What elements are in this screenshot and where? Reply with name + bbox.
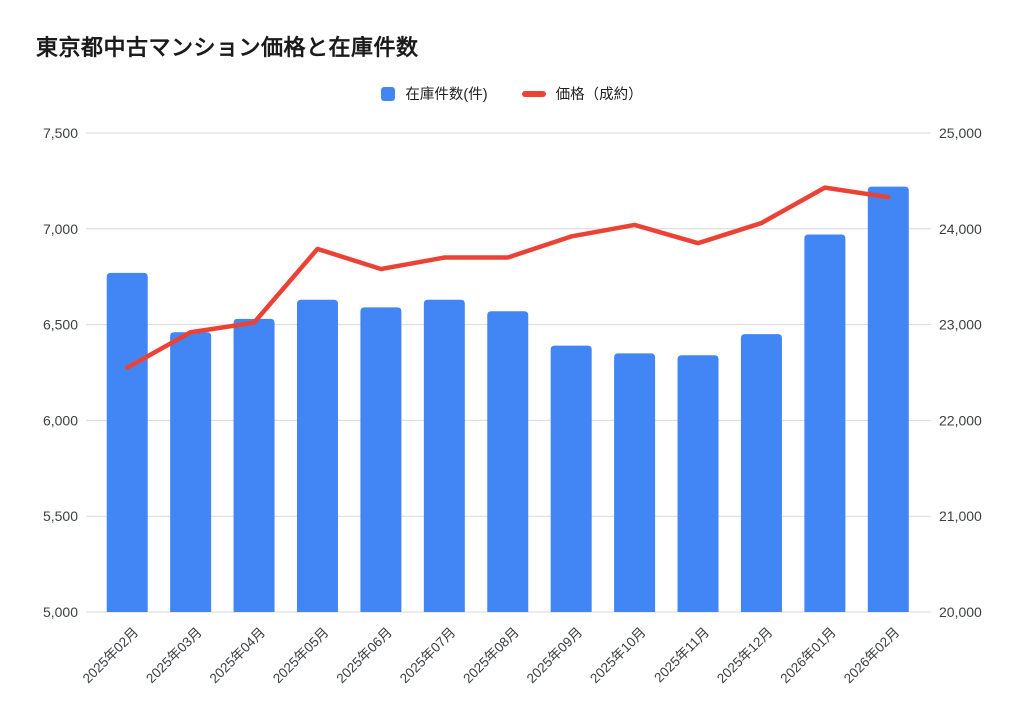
x-axis-label: 2025年02月 [80, 625, 142, 687]
x-axis-label: 2025年07月 [397, 625, 459, 687]
inventory-bar [740, 334, 782, 612]
x-axis-label: 2025年06月 [333, 625, 395, 687]
chart-title: 東京都中古マンション価格と在庫件数 [36, 35, 419, 60]
left-axis-tick: 6,500 [43, 317, 78, 333]
legend-item-price: 価格（成約） [521, 83, 643, 104]
inventory-bar [614, 353, 656, 612]
inventory-bar [550, 345, 592, 612]
x-axis-label: 2025年05月 [270, 625, 332, 687]
inventory-bar [867, 186, 909, 612]
right-axis-tick: 25,000 [939, 125, 982, 141]
x-axis-label: 2026年02月 [841, 625, 903, 687]
inventory-bar [677, 355, 719, 612]
inventory-bar [170, 332, 212, 612]
inventory-bar [106, 272, 148, 612]
inventory-bar [423, 299, 465, 612]
right-axis-tick: 23,000 [939, 317, 982, 333]
price-legend-dash-icon [521, 90, 546, 97]
x-axis-label: 2025年11月 [651, 625, 712, 686]
right-axis-tick: 21,000 [939, 508, 982, 524]
legend-item-inventory-label: 在庫件数(件) [405, 87, 488, 103]
x-axis-label: 2025年09月 [524, 625, 586, 687]
x-axis-label: 2025年04月 [207, 625, 269, 687]
x-axis-label: 2025年12月 [714, 625, 776, 687]
right-axis-tick: 24,000 [939, 221, 982, 237]
left-axis-tick: 5,500 [43, 508, 78, 524]
inventory-bar [487, 311, 529, 612]
inventory-bar [804, 234, 846, 612]
x-axis-label: 2026年01月 [777, 625, 839, 687]
legend-item-price-label: 価格（成約） [555, 87, 643, 103]
inventory-bar [360, 307, 402, 612]
legend-item-inventory: 在庫件数(件) [381, 83, 488, 104]
x-axis-label: 2025年10月 [587, 625, 649, 687]
left-axis-tick: 7,000 [43, 221, 78, 237]
right-axis-tick: 22,000 [939, 412, 982, 428]
right-axis-tick: 20,000 [939, 604, 982, 620]
x-axis-label: 2025年08月 [460, 625, 522, 687]
inventory-legend-swatch-icon [381, 86, 396, 101]
left-axis-tick: 6,000 [43, 412, 78, 428]
inventory-bar [233, 318, 275, 612]
left-axis-tick: 7,500 [43, 125, 78, 141]
left-axis-tick: 5,000 [43, 604, 78, 620]
inventory-bar [296, 299, 338, 612]
chart-legend: 在庫件数(件) 価格（成約） [0, 83, 1024, 104]
price-line [124, 185, 891, 370]
x-axis-label: 2025年03月 [143, 625, 205, 687]
